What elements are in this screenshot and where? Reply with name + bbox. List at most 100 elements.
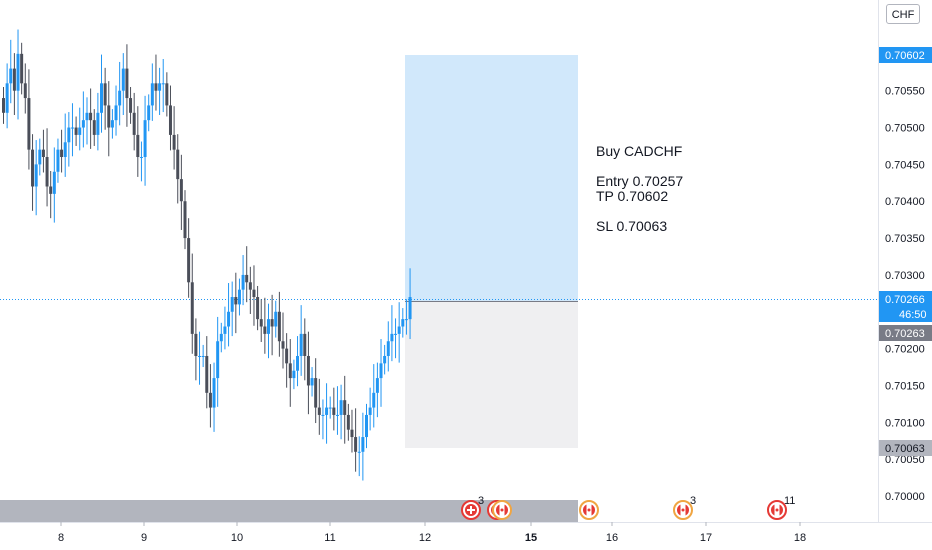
candle-body bbox=[266, 319, 270, 334]
time-axis[interactable]: 8 9 10 11 12 15 16 17 18 bbox=[58, 522, 806, 544]
candle-body bbox=[27, 98, 31, 150]
candle-body bbox=[143, 120, 147, 158]
canada-flag-icon[interactable]: 3 bbox=[673, 495, 696, 520]
candle-body bbox=[67, 127, 71, 143]
candle-body bbox=[168, 105, 172, 135]
target-zone[interactable] bbox=[405, 55, 578, 301]
time-tick-label: 10 bbox=[231, 532, 243, 544]
swiss-flag-icon[interactable]: 3 bbox=[461, 495, 484, 520]
candle-body bbox=[183, 201, 187, 239]
canada-flag-icon[interactable]: 11 bbox=[767, 495, 795, 520]
candle-body bbox=[397, 326, 401, 334]
candle-body bbox=[259, 319, 263, 327]
candle-body bbox=[165, 83, 169, 106]
event-count: 3 bbox=[478, 495, 484, 507]
candle-body bbox=[103, 83, 107, 106]
svg-text:0.70063: 0.70063 bbox=[885, 443, 925, 455]
candle-body bbox=[237, 289, 241, 305]
candle-body bbox=[241, 274, 245, 290]
candle-body bbox=[78, 127, 82, 135]
price-tick-label: 0.70200 bbox=[885, 344, 925, 356]
event-count: 3 bbox=[690, 495, 696, 507]
svg-text:0.70266: 0.70266 bbox=[885, 294, 925, 306]
candle-body bbox=[288, 363, 292, 379]
candle-body bbox=[60, 149, 64, 158]
candle-body bbox=[346, 414, 350, 430]
candle-body bbox=[147, 105, 151, 121]
candle-body bbox=[234, 297, 238, 305]
candle-body bbox=[350, 429, 354, 438]
candle-body bbox=[383, 355, 387, 364]
price-tick-label: 0.70050 bbox=[885, 454, 925, 466]
candle-body bbox=[212, 378, 216, 408]
candle-body bbox=[34, 164, 38, 187]
candle-body bbox=[31, 149, 35, 187]
candle-body bbox=[325, 407, 329, 415]
candle-body bbox=[263, 326, 267, 334]
candle-body bbox=[176, 149, 180, 180]
candle-body bbox=[394, 333, 398, 335]
time-tick-label: 17 bbox=[700, 532, 712, 544]
candle-body bbox=[198, 355, 202, 357]
candle-body bbox=[270, 319, 274, 327]
candle-body bbox=[310, 378, 314, 386]
candle-body bbox=[81, 120, 85, 128]
candle-body bbox=[277, 311, 281, 342]
candle-body bbox=[328, 407, 332, 409]
candle-body bbox=[317, 407, 321, 415]
candle-body bbox=[205, 355, 209, 393]
candle-body bbox=[201, 355, 205, 357]
annotation-title: Buy CADCHF bbox=[596, 143, 682, 159]
candle-body bbox=[89, 112, 93, 121]
candle-body bbox=[219, 333, 223, 342]
candle-body bbox=[110, 120, 114, 128]
stop-zone[interactable] bbox=[405, 302, 578, 448]
candle-body bbox=[365, 414, 368, 438]
candle-body bbox=[296, 355, 300, 371]
candle-body bbox=[354, 437, 358, 452]
candle-body bbox=[281, 341, 285, 349]
candle-body bbox=[404, 319, 408, 321]
canada-flag-icon[interactable] bbox=[579, 500, 599, 520]
candle-body bbox=[74, 127, 78, 135]
candle-body bbox=[248, 282, 252, 290]
candle-body bbox=[100, 83, 104, 113]
candle-body bbox=[390, 333, 394, 342]
time-tick-label: 18 bbox=[794, 532, 806, 544]
candle-body bbox=[314, 378, 318, 408]
candle-body bbox=[332, 407, 336, 415]
candle-body bbox=[361, 437, 365, 452]
canada-flag-icon[interactable] bbox=[492, 500, 512, 520]
candles bbox=[2, 29, 412, 481]
price-tick-label: 0.70300 bbox=[885, 270, 925, 282]
candle-body bbox=[150, 83, 154, 106]
event-count: 11 bbox=[784, 495, 795, 507]
candle-body bbox=[368, 407, 372, 415]
candle-body bbox=[136, 134, 140, 158]
time-tick-label: 12 bbox=[419, 532, 431, 544]
price-tick-label: 0.70450 bbox=[885, 159, 925, 171]
candle-body bbox=[49, 186, 53, 194]
currency-button[interactable]: CHF bbox=[886, 4, 920, 24]
candle-body bbox=[386, 341, 390, 356]
candle-body bbox=[139, 157, 143, 159]
candle-body bbox=[245, 274, 249, 283]
event-markers[interactable]: 3 3 11 bbox=[461, 495, 795, 520]
candle-body bbox=[339, 400, 343, 415]
candle-body bbox=[187, 238, 191, 283]
candle-body bbox=[230, 297, 234, 312]
event-bar bbox=[0, 500, 578, 522]
price-tick-label: 0.70150 bbox=[885, 380, 925, 392]
price-axis[interactable]: 0.70000 0.70050 0.70100 0.70150 0.70200 0.703… bbox=[885, 49, 925, 503]
candle-body bbox=[52, 171, 56, 194]
price-tick-label: 0.70500 bbox=[885, 123, 925, 135]
candle-body bbox=[9, 68, 13, 84]
tp-price-label: 0.70602 bbox=[879, 47, 932, 63]
candle-body bbox=[70, 127, 74, 129]
candle-body bbox=[23, 83, 27, 99]
candle-body bbox=[190, 282, 194, 334]
candle-body bbox=[299, 333, 303, 356]
candle-body bbox=[274, 311, 278, 327]
